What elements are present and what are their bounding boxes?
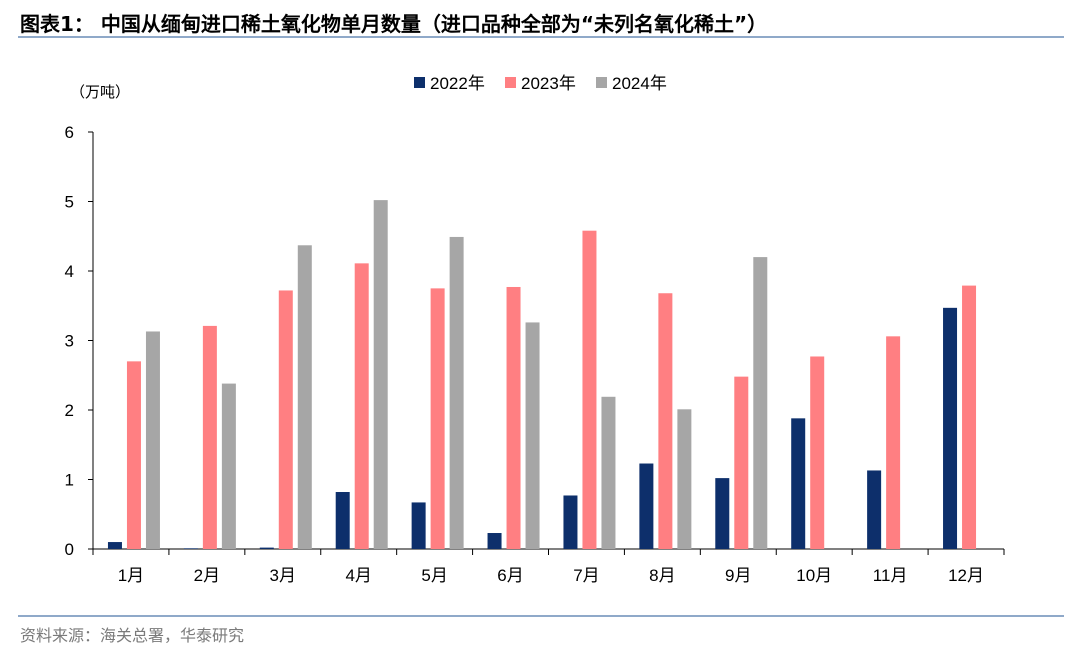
y-tick-label: 5 bbox=[65, 193, 74, 212]
x-tick-label: 1月 bbox=[118, 566, 144, 585]
bar-2024年-6月 bbox=[525, 322, 540, 549]
legend-label: 2023年 bbox=[521, 74, 576, 93]
bar-2023年-6月 bbox=[506, 286, 521, 549]
bars bbox=[107, 200, 977, 550]
bar-2023年-11月 bbox=[886, 336, 901, 549]
bar-2023年-3月 bbox=[278, 290, 293, 549]
title-divider bbox=[18, 36, 1064, 38]
x-tick-label: 6月 bbox=[497, 566, 523, 585]
x-tick-label: 9月 bbox=[725, 566, 751, 585]
bar-2024年-3月 bbox=[297, 245, 312, 549]
bar-2024年-1月 bbox=[145, 331, 160, 549]
source-note: 资料来源：海关总署，华泰研究 bbox=[20, 626, 245, 645]
x-tick-label: 8月 bbox=[649, 566, 675, 585]
y-tick-label: 6 bbox=[65, 123, 74, 142]
y-axis-unit: （万吨） bbox=[70, 83, 130, 101]
y-tick-label: 0 bbox=[65, 540, 74, 559]
source-divider bbox=[18, 615, 1064, 617]
bar-2023年-9月 bbox=[734, 376, 749, 549]
x-tick-label: 10月 bbox=[796, 566, 832, 585]
y-axis: 0 1 2 3 4 5 6 bbox=[65, 123, 94, 559]
x-tick-label: 4月 bbox=[345, 566, 371, 585]
bar-2022年-9月 bbox=[715, 478, 730, 549]
x-tick-label: 3月 bbox=[270, 566, 296, 585]
y-tick-label: 4 bbox=[65, 262, 74, 281]
bar-2023年-5月 bbox=[430, 288, 445, 549]
bar-2024年-9月 bbox=[753, 257, 768, 549]
bar-2022年-10月 bbox=[791, 418, 806, 549]
bar-2022年-3月 bbox=[259, 547, 274, 549]
y-tick-label: 1 bbox=[65, 471, 74, 490]
bar-2022年-1月 bbox=[107, 542, 122, 549]
legend-swatch bbox=[414, 77, 425, 88]
x-tick-label: 5月 bbox=[421, 566, 447, 585]
bar-2024年-5月 bbox=[449, 236, 464, 549]
bar-2022年-8月 bbox=[639, 463, 654, 549]
bar-2022年-11月 bbox=[867, 470, 882, 549]
x-axis: 1月 2月 3月 4月 5月 6月 7月 8月 9月 10月 11月 12月 bbox=[92, 548, 1005, 585]
x-tick-label: 2月 bbox=[194, 566, 220, 585]
bar-2022年-7月 bbox=[563, 495, 578, 549]
bar-2024年-8月 bbox=[677, 409, 692, 549]
chart-title: 图表1： 中国从缅甸进口稀土氧化物单月数量（进口品种全部为“未列名氧化稀土”） bbox=[20, 12, 768, 36]
bar-2022年-12月 bbox=[943, 307, 958, 549]
legend-swatch bbox=[596, 77, 607, 88]
y-tick-label: 3 bbox=[65, 332, 74, 351]
y-tick-label: 2 bbox=[65, 401, 74, 420]
legend-swatch bbox=[505, 77, 516, 88]
bar-2022年-2月 bbox=[183, 548, 198, 549]
x-tick-label: 11月 bbox=[873, 566, 908, 585]
bar-2023年-8月 bbox=[658, 293, 673, 549]
bar-2022年-6月 bbox=[487, 533, 502, 549]
bar-2022年-4月 bbox=[335, 492, 350, 549]
legend-label: 2024年 bbox=[612, 74, 667, 93]
bar-2023年-1月 bbox=[126, 361, 141, 549]
bar-2023年-10月 bbox=[810, 356, 825, 549]
bar-chart: （万吨） 2022年 2023年 2024年 0 1 2 3 4 5 6 1月 2月 3月 4月 5月 6… bbox=[65, 74, 1005, 585]
legend: 2022年 2023年 2024年 bbox=[414, 74, 667, 93]
bar-2023年-12月 bbox=[962, 285, 977, 549]
bar-2023年-7月 bbox=[582, 230, 597, 549]
bar-2022年-5月 bbox=[411, 502, 426, 549]
bar-2023年-2月 bbox=[202, 325, 217, 549]
bar-2023年-4月 bbox=[354, 263, 369, 549]
bar-2024年-4月 bbox=[373, 200, 388, 550]
x-tick-label: 7月 bbox=[573, 566, 599, 585]
bar-2024年-7月 bbox=[601, 396, 616, 549]
bar-2024年-2月 bbox=[221, 383, 236, 549]
x-tick-label: 12月 bbox=[948, 566, 984, 585]
legend-label: 2022年 bbox=[430, 74, 485, 93]
